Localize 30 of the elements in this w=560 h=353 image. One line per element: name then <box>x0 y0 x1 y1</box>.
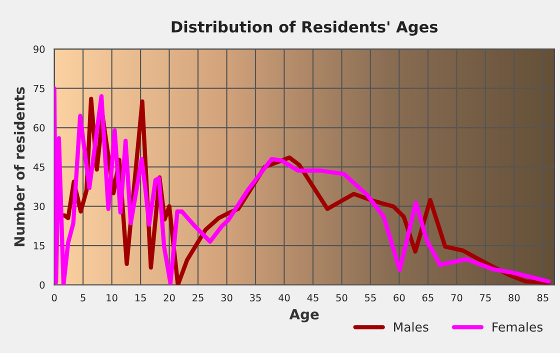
x-tick-label: 85 <box>537 294 548 302</box>
x-tick-label: 75 <box>480 294 491 302</box>
x-tick-label: 80 <box>508 294 520 302</box>
legend-label: Females <box>492 322 543 332</box>
chart-title: Distribution of Residents' Ages <box>172 20 438 36</box>
x-tick-label: 60 <box>394 294 405 302</box>
y-tick-label: 45 <box>33 164 44 171</box>
y-tick-label: 75 <box>34 84 44 92</box>
x-tick-label: 20 <box>164 294 175 302</box>
x-tick-label: 15 <box>135 294 146 302</box>
x-tick-label: 50 <box>336 294 348 302</box>
x-tick-label: 10 <box>106 294 118 302</box>
x-tick-label: 40 <box>278 294 290 302</box>
x-tick-label: 0 <box>52 294 57 302</box>
x-tick-label: 35 <box>250 294 261 302</box>
y-tick-label: 0 <box>40 281 45 289</box>
x-tick-label: 70 <box>451 294 462 302</box>
y-tick-label: 15 <box>34 242 44 250</box>
x-tick-label: 5 <box>80 294 86 302</box>
y-axis-title: Number of residents <box>14 87 25 246</box>
legend-label: Males <box>394 322 428 332</box>
y-tick-label: 60 <box>34 124 45 132</box>
y-tick-label: 90 <box>34 46 45 53</box>
y-tick-label: 30 <box>34 202 45 210</box>
x-tick-label: 30 <box>221 294 232 302</box>
x-axis-title: Age <box>289 309 319 322</box>
x-tick-label: 45 <box>307 294 318 302</box>
x-tick-label: 25 <box>192 294 204 302</box>
x-tick-label: 55 <box>365 294 376 302</box>
x-tick-label: 65 <box>422 294 434 302</box>
